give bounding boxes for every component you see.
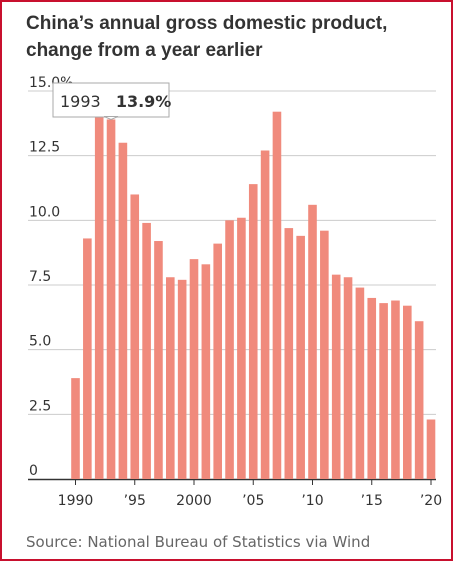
bar — [272, 111, 282, 480]
bar — [320, 230, 329, 479]
bar — [142, 222, 151, 480]
x-tick-label: 2000 — [176, 493, 212, 509]
y-tick-label: 2.5 — [29, 398, 51, 414]
bar — [201, 264, 211, 479]
y-tick-label: 10.0 — [29, 204, 60, 220]
bar — [118, 142, 128, 479]
x-tick-label: ’95 — [124, 493, 146, 509]
bar — [414, 321, 424, 479]
bar — [260, 150, 270, 479]
bar — [296, 235, 305, 479]
bar — [166, 277, 175, 479]
tooltip: 1993 13.9% — [52, 82, 171, 120]
bar — [71, 378, 80, 479]
x-tick-label: ’05 — [242, 493, 264, 509]
tooltip-text: 1993 13.9% — [60, 92, 171, 111]
bar — [248, 184, 258, 479]
x-tick-label: ’10 — [301, 493, 323, 509]
tooltip-year: 1993 — [60, 92, 101, 111]
bar — [391, 300, 400, 479]
y-tick-label: 7.5 — [29, 269, 51, 285]
y-tick-label: 12.5 — [29, 140, 60, 156]
bar — [403, 305, 412, 479]
bar — [177, 279, 187, 479]
bar — [426, 419, 436, 479]
y-tick-labels: 02.55.07.510.012.515.0% — [29, 75, 73, 479]
x-tick-label: ’15 — [361, 493, 383, 509]
bar — [367, 297, 377, 479]
bars — [71, 111, 436, 480]
bar — [355, 287, 365, 479]
x-tick-label: ’20 — [420, 493, 442, 509]
chart-title: China’s annual gross domestic product, c… — [26, 13, 388, 61]
bar — [94, 111, 104, 480]
bar — [213, 243, 222, 479]
x-tick-label: 1990 — [58, 493, 94, 509]
bar — [331, 274, 341, 479]
bar — [225, 220, 234, 480]
bar — [130, 194, 140, 479]
bar — [237, 217, 246, 479]
bar — [308, 204, 317, 479]
bar — [83, 238, 92, 479]
x-tick-labels: 1990 ’95 2000 ’05 ’10 ’15 ’20 — [58, 479, 442, 509]
tooltip-pointer — [103, 116, 119, 120]
bar — [343, 277, 353, 479]
bar — [379, 303, 388, 479]
tooltip-value: 13.9% — [116, 92, 172, 111]
bar — [284, 228, 294, 479]
y-tick-label: 5.0 — [29, 334, 51, 350]
y-tick-label: 0 — [29, 463, 38, 479]
source-note: Source: National Bureau of Statistics vi… — [26, 533, 371, 551]
bar — [154, 241, 163, 479]
bar — [189, 259, 199, 479]
bar — [106, 119, 116, 479]
